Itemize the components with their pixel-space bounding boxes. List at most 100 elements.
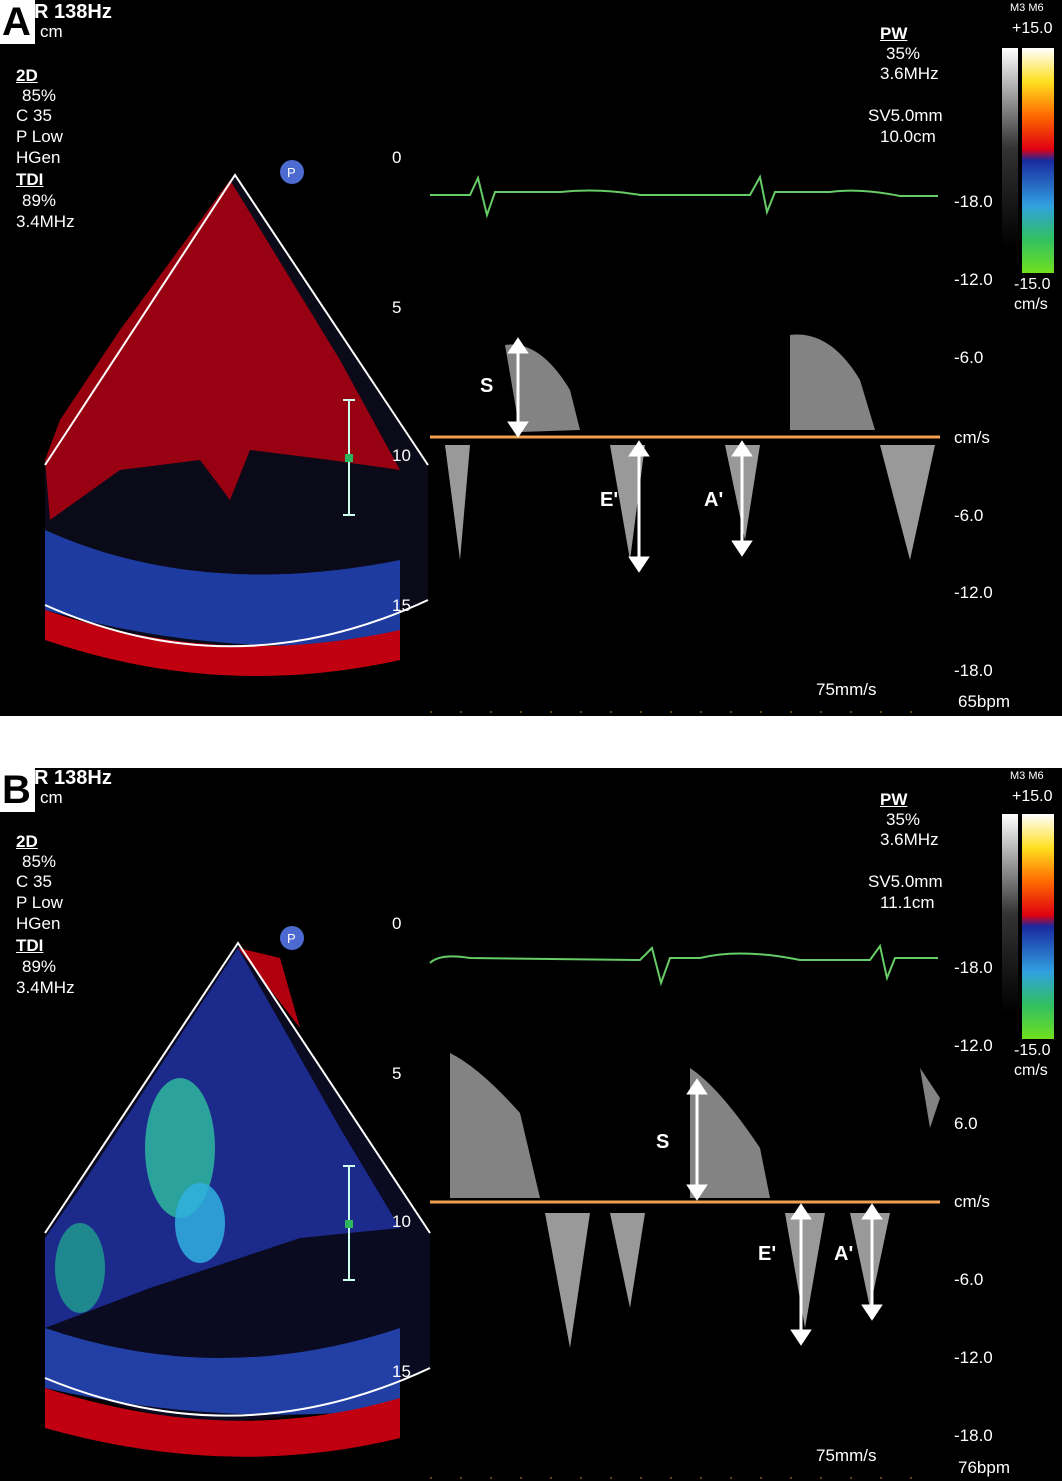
velocity-tick: -18.0 [954,958,993,977]
mode-2d: 2D [16,66,38,85]
colorbar-gray [1002,48,1018,248]
ecg-trace [430,174,938,219]
colorbar [1022,814,1054,1039]
panel-b-graphics: P [44,814,1054,1479]
frame-rate: R 138Hz [34,768,112,789]
a-arrow [731,440,753,557]
depth-tick: 5 [392,298,402,317]
panel-label: B [0,768,35,812]
sector-arc [44,599,429,648]
sample-volume: SV5.0mm [868,872,943,891]
depth-tick: 10 [392,446,411,465]
depth-tick: 0 [392,914,402,933]
frame-rate: R 138Hz [34,1,112,23]
velocity-unit: cm/s [954,428,990,447]
velocity-tick: -6.0 [954,1270,984,1289]
velocity-tick: -12.0 [954,583,993,602]
depth-tick: 10 [392,1212,411,1231]
sample-depth: 10.0cm [880,127,936,146]
gain-2d: 85% [22,86,57,105]
velocity-tick: -18.0 [954,1426,993,1445]
mode-2d: 2D [16,832,38,851]
a-wave-label: A' [704,489,724,511]
velocity-tick: -12.0 [954,270,993,289]
doppler-systolic [505,334,875,432]
freq-mode: HGen [16,914,61,933]
doppler-diastolic [545,1213,890,1348]
sample-depth: 11.1cm [880,893,935,912]
probe-marker-icon [280,160,304,184]
a-wave-label: A' [834,1243,854,1265]
power: P Low [16,893,63,912]
sector-edge [44,173,429,466]
gain-2d: 85% [22,852,57,871]
compression: C 35 [16,872,52,891]
sweep-speed: 75mm/s [816,1446,877,1465]
depth-unit: cm [40,22,63,41]
colorbar-unit: cm/s [1014,1062,1048,1079]
gain-tdi: 89% [22,957,57,976]
velocity-tick: -12.0 [954,1036,993,1055]
colorbar-gray [1002,814,1018,1014]
pw-mode: PW [880,24,908,43]
colorbar-max: +15.0 [1012,20,1053,37]
colorbar-min: -15.0 [1014,1042,1051,1059]
colorbar-header: M3 M6 [1010,770,1044,782]
colorbar-max: +15.0 [1012,788,1053,805]
depth-tick: 0 [392,148,402,167]
pw-freq: 3.6MHz [880,830,939,849]
power: P Low [16,127,63,146]
red-pericardium [45,1388,400,1457]
pw-freq: 3.6MHz [880,64,939,83]
velocity-tick: 6.0 [954,1114,978,1133]
e-arrow [790,1203,812,1346]
s-arrow [686,1078,708,1201]
colorbar-min: -15.0 [1014,276,1051,293]
doppler-diastolic [445,445,935,560]
sector-edge [44,941,431,1234]
s-wave-label: S [480,375,494,397]
pw-gain: 35% [886,44,921,63]
velocity-tick: -18.0 [954,192,993,211]
panel-a: P A R 138Hz cm 2D 85% [0,0,1062,716]
velocity-tick: -18.0 [954,661,993,680]
compression: C 35 [16,106,52,125]
svg-text:P: P [287,165,296,180]
velocity-unit: cm/s [954,1192,990,1211]
colorbar-header: M3 M6 [1010,2,1044,14]
freq-tdi: 3.4MHz [16,978,75,997]
velocity-tick: -6.0 [954,348,984,367]
probe-marker-icon [280,926,304,950]
panel-b: P B R 138Hz cm 2D 85% C 35 P Low HGen TD… [0,768,1062,1481]
red-tissue [45,180,400,520]
e-wave-label: E' [600,489,619,511]
sector-arc [44,1367,431,1417]
s-wave-label: S [656,1131,670,1153]
velocity-tick: -6.0 [954,506,984,525]
mode-tdi: TDI [16,170,44,189]
depth-tick: 15 [392,1362,411,1381]
heart-rate: 65bpm [958,692,1010,711]
e-arrow [628,440,650,573]
doppler-systolic [450,1053,940,1198]
blue-tissue [45,948,400,1328]
depth-tick: 15 [392,596,411,615]
red-pericardium [45,610,400,676]
colorbar-unit: cm/s [1014,296,1048,313]
heart-rate: 76bpm [958,1458,1010,1477]
e-wave-label: E' [758,1243,777,1265]
pw-mode: PW [880,790,908,809]
panel-a-graphics: P [44,48,1054,713]
blue-tissue [45,530,400,646]
gain-tdi: 89% [22,191,57,210]
svg-text:P: P [287,931,296,946]
blue-lower-tissue [45,1328,400,1415]
green-tissue [145,1078,215,1218]
sweep-speed: 75mm/s [816,680,877,699]
pw-gain: 35% [886,810,921,829]
sample-volume: SV5.0mm [868,106,943,125]
panel-label: A [0,0,35,44]
s-arrow [507,337,529,438]
freq-mode: HGen [16,148,61,167]
velocity-tick: -12.0 [954,1348,993,1367]
